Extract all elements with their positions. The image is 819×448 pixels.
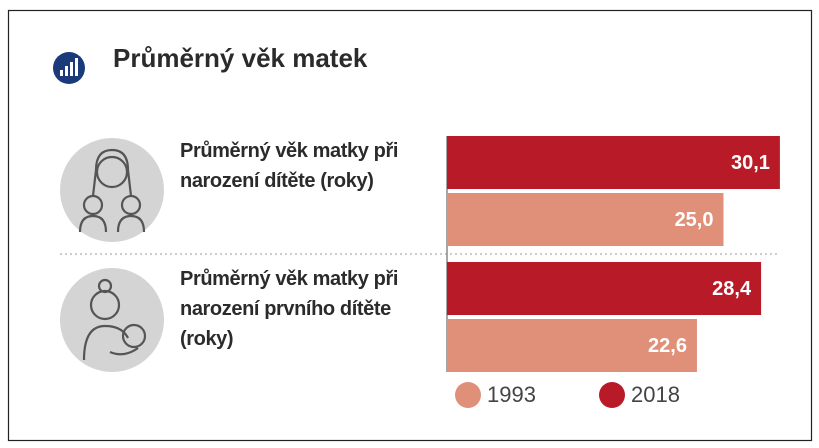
bar <box>447 193 724 246</box>
legend-label: 1993 <box>487 382 536 407</box>
chart-title: Průměrný věk matek <box>113 43 368 73</box>
value-label: 22,6 <box>648 335 687 357</box>
value-label: 30,1 <box>731 152 770 174</box>
category-label: Průměrný věk matky při narození dítěte (… <box>180 140 398 192</box>
icon-mother-children <box>60 138 164 242</box>
legend-swatch <box>599 382 625 408</box>
bar <box>447 136 780 189</box>
value-label: 28,4 <box>712 278 752 300</box>
legend-label: 2018 <box>631 382 680 407</box>
legend-swatch <box>455 382 481 408</box>
title-icon <box>53 52 85 84</box>
category-label: Průměrný věk matky při narození prvního … <box>180 268 398 350</box>
frame <box>7 9 813 442</box>
bar <box>447 262 762 315</box>
icon-mother-baby <box>60 268 164 372</box>
bar <box>447 319 697 372</box>
value-label: 25,0 <box>675 209 714 231</box>
